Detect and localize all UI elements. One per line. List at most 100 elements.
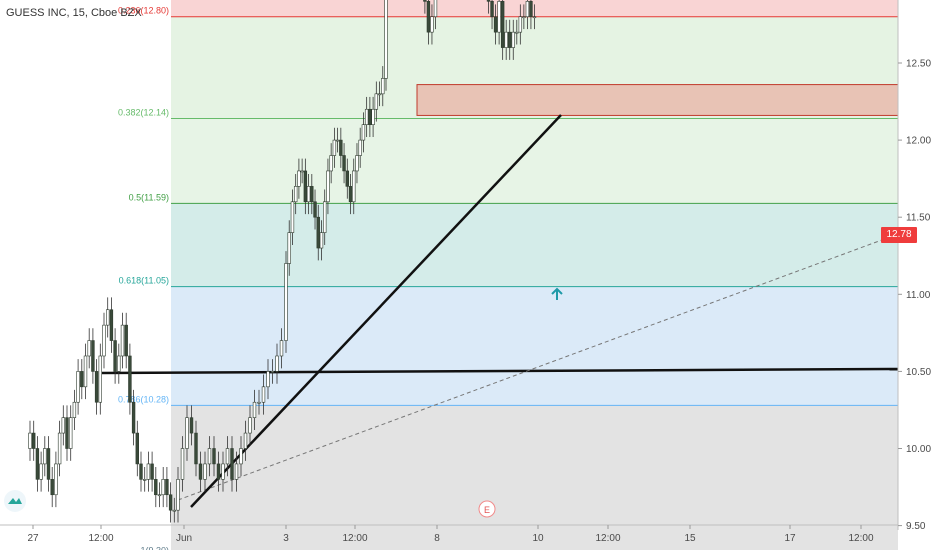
candle-body [83, 355, 88, 388]
candle [508, 19, 512, 60]
candle-body [239, 448, 243, 465]
candle [50, 467, 54, 508]
candle-body [91, 340, 95, 372]
candle [522, 4, 526, 30]
candle-body [518, 16, 523, 33]
candle-body [216, 463, 221, 480]
candle [374, 81, 379, 122]
candle-body [310, 186, 314, 203]
candle [117, 343, 121, 384]
candle-body [381, 78, 385, 95]
candles [28, 0, 537, 523]
candle [212, 436, 216, 477]
candle [139, 451, 143, 492]
candle [335, 127, 340, 153]
candle [257, 389, 261, 415]
candle-body [335, 139, 340, 142]
candle [131, 389, 136, 446]
candle-body [46, 448, 51, 480]
candle-body [522, 16, 526, 19]
candle-body [113, 340, 117, 372]
x-tick-label: 12:00 [848, 533, 873, 544]
candle [83, 343, 88, 400]
candle-body [165, 479, 169, 496]
candle [426, 0, 431, 45]
candle [525, 0, 530, 30]
candle [284, 251, 288, 353]
candle [135, 420, 139, 477]
candle-body [430, 16, 434, 33]
candle-body [493, 16, 498, 33]
fib-label-5: 0.786(10.28) [118, 394, 169, 404]
candle [381, 66, 385, 107]
candle-body [94, 371, 99, 403]
candle [358, 127, 362, 168]
candle [113, 328, 117, 384]
candle-body [57, 432, 62, 465]
candle-body [358, 139, 362, 156]
candle-body [355, 155, 359, 172]
fib-label-4: 0.618(11.05) [119, 276, 169, 286]
candle [529, 0, 533, 30]
candle [230, 436, 234, 492]
candle-body [150, 463, 154, 480]
candle-body [117, 355, 121, 372]
candle-body [290, 201, 295, 233]
candle-body [161, 479, 165, 496]
candle-body [525, 1, 530, 18]
candle [352, 158, 356, 215]
x-tick-label: 10 [532, 533, 544, 544]
candle [106, 297, 110, 338]
candle-body [511, 31, 515, 48]
candle-body [377, 93, 382, 96]
x-tick-label: 12:00 [595, 533, 620, 544]
candle-body [248, 417, 252, 434]
candle-body [252, 401, 257, 418]
candle-body [109, 309, 114, 341]
candle-body [329, 155, 333, 172]
candle [377, 81, 382, 107]
candle [497, 0, 501, 45]
tradingview-logo-icon[interactable] [4, 490, 26, 512]
candle-body [316, 216, 320, 249]
candle [43, 436, 47, 477]
y-tick-label: 12.50 [906, 59, 931, 70]
candle-body [515, 31, 519, 34]
candle-body [368, 108, 372, 125]
candle-body [323, 201, 327, 233]
candle [275, 343, 279, 384]
candle-body [529, 1, 533, 18]
candle-body [65, 417, 69, 449]
dashed-trend-line [177, 233, 899, 501]
candle [515, 19, 519, 45]
candle [154, 467, 158, 508]
candle-body [504, 31, 508, 48]
candle [266, 359, 270, 400]
candle-body [72, 401, 77, 418]
candle [319, 220, 324, 261]
candle-body [508, 31, 512, 48]
candle-body [361, 124, 366, 141]
candle [94, 359, 99, 415]
candle [46, 436, 51, 492]
candle [39, 451, 43, 492]
candle-body [500, 1, 505, 48]
candle-body [352, 170, 356, 203]
candle [306, 174, 311, 215]
candle [490, 0, 494, 30]
candle-body [172, 509, 176, 512]
candle-body [342, 155, 346, 172]
resistance-zone [416, 84, 899, 116]
candle-body [198, 463, 203, 480]
candle [157, 482, 162, 508]
candle-body [319, 232, 324, 249]
candle-body [303, 170, 308, 203]
candle-body [28, 432, 32, 449]
y-tick-label: 11.00 [906, 290, 931, 301]
candle [91, 328, 95, 384]
candle [371, 96, 375, 138]
candle-body [306, 186, 311, 203]
candle [185, 405, 189, 461]
